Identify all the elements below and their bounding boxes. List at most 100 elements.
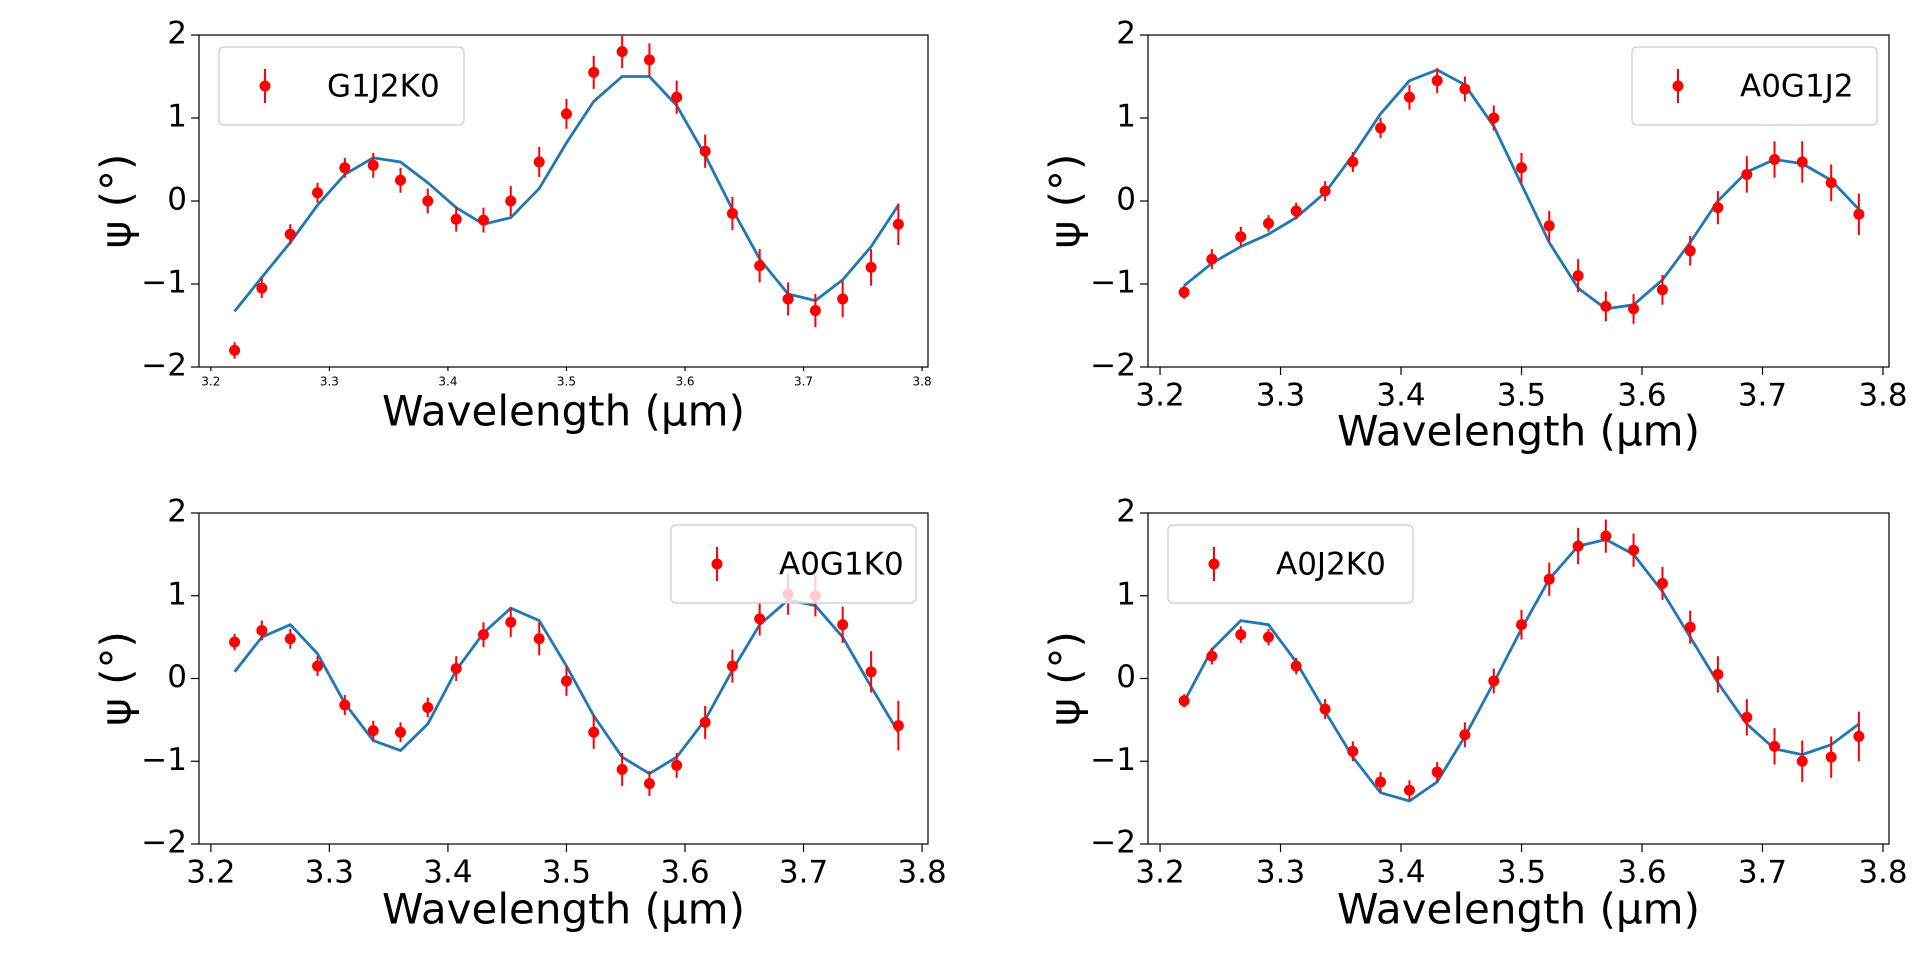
data-point xyxy=(699,145,711,157)
x-tick-label: 3.5 xyxy=(1497,855,1546,891)
y-tick-label: 2 xyxy=(167,16,187,52)
data-point xyxy=(1796,755,1808,767)
data-point xyxy=(809,305,821,317)
data-point xyxy=(1600,300,1612,312)
x-tick-label: 3.7 xyxy=(1738,855,1787,891)
x-tick-label: 3.8 xyxy=(1858,855,1907,891)
data-point xyxy=(256,625,268,637)
data-point xyxy=(865,666,877,678)
data-point xyxy=(533,633,545,645)
x-tick-label: 3.4 xyxy=(1376,378,1425,414)
data-point xyxy=(1319,703,1331,715)
data-point xyxy=(1375,122,1387,134)
data-point xyxy=(450,213,462,225)
data-point xyxy=(1684,245,1696,257)
data-point xyxy=(1741,711,1753,723)
x-tick-label: 3.5 xyxy=(1497,378,1546,414)
data-point xyxy=(1178,695,1190,707)
data-point xyxy=(367,725,379,737)
x-tick-label: 3.2 xyxy=(1135,378,1184,414)
data-point xyxy=(1741,168,1753,180)
data-point xyxy=(1431,766,1443,778)
data-point xyxy=(643,54,655,66)
x-tick-label: 3.2 xyxy=(186,855,235,891)
data-point xyxy=(1319,185,1331,197)
data-point xyxy=(339,699,351,711)
data-point xyxy=(422,195,434,207)
legend-box xyxy=(670,524,917,604)
data-point xyxy=(312,660,324,672)
data-point xyxy=(754,613,766,625)
y-tick-label: −2 xyxy=(1090,348,1136,384)
data-point xyxy=(892,720,904,732)
data-point xyxy=(865,261,877,273)
data-point xyxy=(616,764,628,776)
data-point xyxy=(1712,668,1724,680)
x-tick-label: 3.4 xyxy=(423,855,472,891)
data-point xyxy=(1769,154,1781,165)
data-point xyxy=(1347,745,1359,757)
x-tick-label: 3.6 xyxy=(1617,855,1666,891)
data-point xyxy=(1375,776,1387,788)
data-point xyxy=(477,214,489,226)
legend-box xyxy=(1631,46,1878,126)
data-point xyxy=(892,218,904,230)
data-point xyxy=(1262,217,1274,229)
x-tick-label: 3.6 xyxy=(675,375,694,389)
legend-marker xyxy=(711,558,723,570)
data-point xyxy=(256,282,268,294)
data-point xyxy=(1290,660,1302,672)
data-point xyxy=(837,619,849,631)
y-axis-label: ψ (°) xyxy=(1041,631,1090,726)
x-tick-label: 3.8 xyxy=(897,855,946,891)
data-point xyxy=(1488,675,1500,687)
data-point xyxy=(229,344,241,356)
legend-label: A0G1K0 xyxy=(779,547,904,583)
y-tick-label: 1 xyxy=(1116,99,1136,135)
data-point xyxy=(782,293,794,305)
y-tick-label: −1 xyxy=(141,742,187,778)
data-point xyxy=(284,228,296,240)
y-tick-label: 0 xyxy=(1116,182,1136,218)
x-tick-label: 3.2 xyxy=(1135,855,1184,891)
data-point xyxy=(1459,83,1471,95)
data-point xyxy=(671,91,683,103)
data-point xyxy=(588,726,600,738)
data-point xyxy=(1656,284,1668,296)
x-tick-label: 3.3 xyxy=(320,375,339,389)
data-point xyxy=(1853,730,1865,742)
x-tick-label: 3.8 xyxy=(913,375,932,389)
x-tick-label: 3.3 xyxy=(1256,855,1305,891)
y-tick-label: −1 xyxy=(141,265,187,301)
data-point xyxy=(1403,91,1415,103)
data-point xyxy=(1825,751,1837,763)
legend-label: A0J2K0 xyxy=(1276,547,1386,583)
data-point xyxy=(1628,303,1640,315)
data-point xyxy=(671,759,683,771)
data-point xyxy=(560,108,572,120)
data-point xyxy=(229,636,241,648)
x-tick-label: 3.6 xyxy=(1617,378,1666,414)
data-point xyxy=(1290,205,1302,217)
legend-box xyxy=(1167,524,1414,604)
x-axis-label: Wavelength (μm) xyxy=(1337,885,1700,934)
legend-marker xyxy=(1208,558,1220,570)
data-point xyxy=(1431,75,1443,87)
data-point xyxy=(395,726,407,738)
subplot: −2 −1 0 1 2 3.2 3.3 3.4 3.5 3.6 3.7 3.8 Wavelength (… xyxy=(92,16,932,436)
legend-label: A0G1J2 xyxy=(1740,69,1854,105)
data-point xyxy=(754,260,766,272)
legend-label: G1J2K0 xyxy=(327,69,440,105)
y-tick-label: −2 xyxy=(141,825,187,861)
legend-box xyxy=(218,46,465,126)
y-tick-label: 0 xyxy=(1116,659,1136,695)
x-tick-label: 3.7 xyxy=(779,855,828,891)
data-point xyxy=(837,293,849,305)
data-point xyxy=(367,159,379,171)
y-tick-label: −1 xyxy=(1090,742,1136,778)
data-point xyxy=(1769,740,1781,752)
data-point xyxy=(312,187,324,199)
data-point xyxy=(588,66,600,78)
y-tick-label: 1 xyxy=(1116,576,1136,612)
